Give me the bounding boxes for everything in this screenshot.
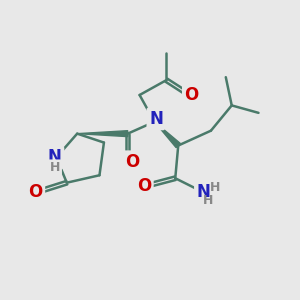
Polygon shape [77,131,128,137]
Text: H: H [210,181,220,194]
Text: H: H [203,194,214,207]
Text: N: N [196,183,210,201]
Text: N: N [48,148,62,166]
Text: H: H [50,161,60,174]
Text: O: O [137,177,151,195]
Text: O: O [28,183,43,201]
Text: O: O [125,153,139,171]
Polygon shape [154,122,180,148]
Text: N: N [149,110,163,128]
Text: O: O [184,86,199,104]
